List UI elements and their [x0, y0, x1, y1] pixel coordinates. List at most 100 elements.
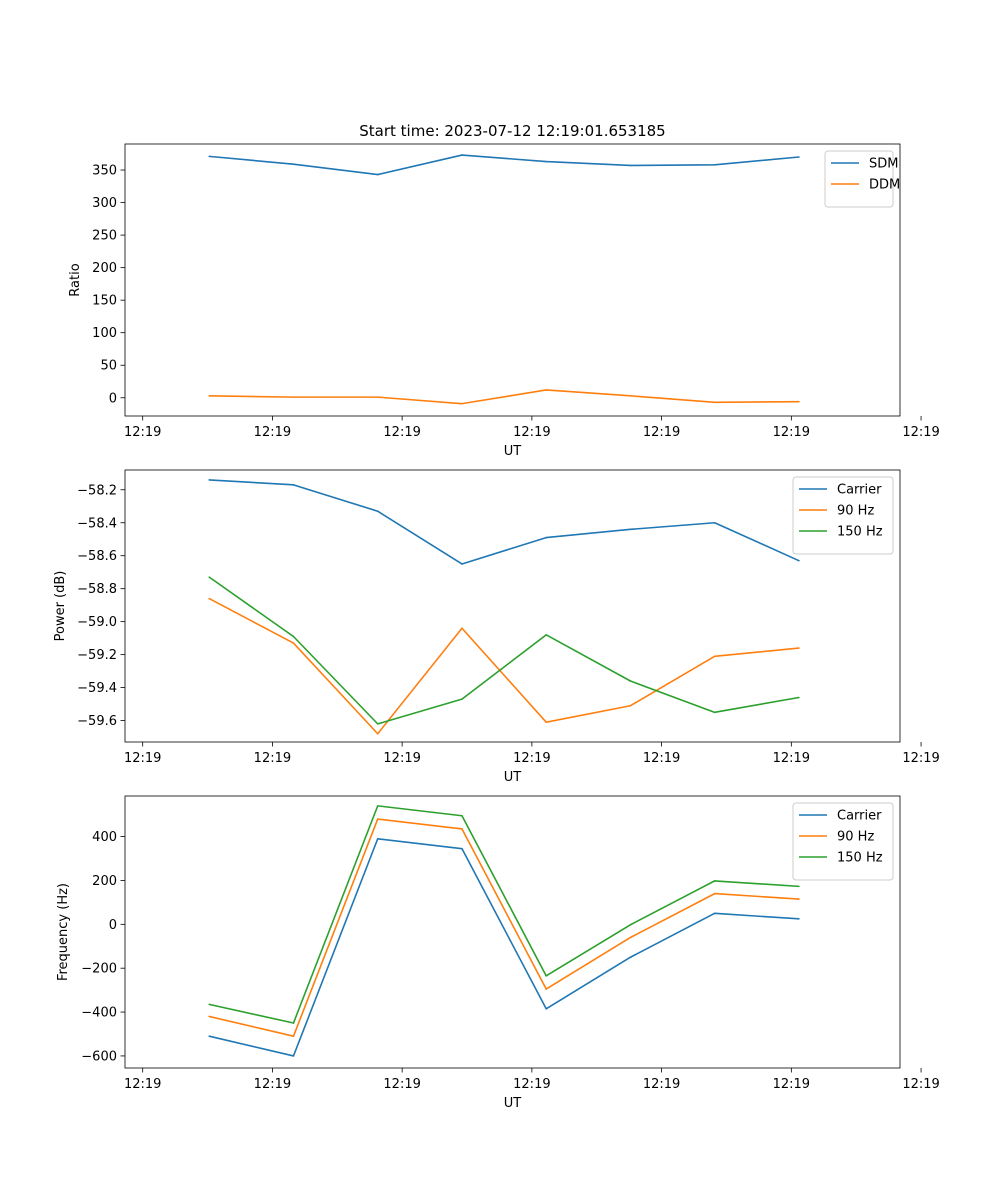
- x-tick-label: 12:19: [124, 751, 161, 766]
- y-tick-label: 300: [92, 196, 117, 211]
- axes-frame: [124, 469, 901, 743]
- y-tick-label: 350: [92, 164, 117, 179]
- data-point-150-hz: [798, 696, 800, 699]
- data-point-90-hz: [713, 892, 716, 895]
- series-line-ddm: [209, 389, 799, 405]
- data-point-90-hz: [713, 655, 716, 658]
- axes-frame: [124, 795, 901, 1069]
- data-point-150-hz: [798, 885, 800, 888]
- y-tick-label: −200: [81, 962, 117, 977]
- y-tick-label: −58.8: [77, 582, 117, 597]
- data-point-150-hz: [292, 635, 295, 638]
- data-point-150-hz: [545, 634, 547, 636]
- y-tick-label: −58.4: [77, 516, 117, 531]
- figure-title: Start time: 2023-07-12 12:19:01.653185: [359, 122, 665, 140]
- legend-label-90-hz: 90 Hz: [837, 504, 874, 519]
- data-point-150-hz: [545, 975, 547, 977]
- x-axis-label: UT: [504, 1096, 522, 1111]
- power-subplot: 12:19 12:19 12:19 12:19 12:19 12:19 12:19 −59.6…: [53, 469, 940, 785]
- data-point-carrier: [376, 510, 379, 513]
- data-point-sdm: [798, 156, 800, 158]
- data-point-90-hz: [629, 704, 632, 707]
- data-point-90-hz: [292, 1035, 295, 1037]
- legend-label-150-hz: 150 Hz: [837, 525, 883, 540]
- series-line-90-hz: [209, 818, 799, 1037]
- x-tick-label: 12:19: [383, 751, 420, 766]
- x-axis-label: UT: [504, 770, 522, 785]
- series-line-150-hz: [209, 805, 799, 1024]
- data-point-150-hz: [629, 680, 632, 682]
- y-tick-label: −400: [81, 1006, 117, 1021]
- data-point-ddm: [461, 402, 463, 405]
- data-point-150-hz: [208, 1003, 211, 1006]
- data-point-carrier: [798, 559, 800, 562]
- y-tick-label: −58.6: [77, 549, 117, 564]
- x-tick-label: 12:19: [513, 1077, 550, 1092]
- x-tick-label: 12:19: [124, 1077, 161, 1092]
- data-point-sdm: [461, 154, 463, 156]
- data-point-ddm: [629, 395, 632, 397]
- y-tick-label: −59.6: [77, 714, 117, 729]
- data-point-carrier: [376, 837, 379, 840]
- data-point-90-hz: [545, 988, 547, 990]
- y-axis-label: Ratio: [68, 263, 83, 296]
- y-tick-label: −59.4: [77, 681, 117, 696]
- data-point-90-hz: [461, 627, 463, 630]
- data-point-carrier: [629, 528, 632, 531]
- ratio-subplot: 12:19 12:19 12:19 12:19 12:19 12:19 12:19 0 50 10…: [68, 143, 940, 459]
- data-point-ddm: [292, 396, 295, 398]
- series-line-carrier: [209, 479, 800, 565]
- series-line-carrier: [209, 837, 799, 1057]
- legend-label-150-hz: 150 Hz: [837, 851, 883, 866]
- data-point-sdm: [545, 160, 547, 163]
- x-axis-label: UT: [504, 444, 522, 459]
- y-tick-label: 100: [92, 326, 117, 341]
- frequency-subplot: 12:19 12:19 12:19 12:19 12:19 12:19 12:19 −600 −…: [56, 795, 940, 1111]
- y-tick-label: 50: [100, 359, 117, 374]
- y-tick-label: 150: [92, 294, 117, 309]
- data-point-ddm: [376, 396, 379, 398]
- legend: Carrier 90 Hz 150 Hz: [792, 476, 894, 555]
- y-tick-label: −58.2: [77, 483, 117, 498]
- data-point-carrier: [798, 918, 800, 920]
- data-point-sdm: [629, 164, 632, 167]
- data-point-150-hz: [292, 1022, 295, 1024]
- data-point-carrier: [713, 912, 716, 915]
- y-tick-label: 0: [109, 391, 117, 406]
- data-point-carrier: [461, 847, 463, 850]
- data-point-90-hz: [461, 828, 463, 830]
- data-point-90-hz: [798, 647, 800, 649]
- y-tick-label: −59.0: [77, 615, 117, 630]
- data-point-150-hz: [461, 698, 463, 700]
- x-tick-label: 12:19: [513, 425, 550, 440]
- data-point-90-hz: [798, 898, 800, 900]
- axes-frame: [124, 143, 901, 417]
- series-line-150-hz: [208, 576, 800, 725]
- data-point-sdm: [376, 173, 379, 176]
- legend-frame: [792, 802, 894, 881]
- y-tick-label: 200: [92, 261, 117, 276]
- x-tick-label: 12:19: [383, 1077, 420, 1092]
- data-point-carrier: [713, 521, 716, 524]
- data-point-90-hz: [376, 732, 379, 735]
- data-point-carrier: [461, 563, 463, 565]
- data-point-ddm: [208, 395, 211, 397]
- data-point-90-hz: [376, 818, 379, 820]
- legend-frame: [824, 150, 894, 208]
- data-point-150-hz: [461, 814, 463, 817]
- x-tick-label: 12:19: [773, 751, 810, 766]
- x-tick-label: 12:19: [124, 425, 161, 440]
- x-tick-label: 12:19: [643, 425, 680, 440]
- data-point-carrier: [292, 484, 295, 486]
- x-tick-label: 12:19: [643, 1077, 680, 1092]
- data-point-carrier: [208, 479, 211, 481]
- data-point-sdm: [292, 163, 295, 165]
- data-point-ddm: [798, 400, 800, 403]
- x-tick-label: 12:19: [902, 751, 939, 766]
- x-tick-label: 12:19: [254, 751, 291, 766]
- x-tick-label: 12:19: [773, 425, 810, 440]
- legend-label-carrier: Carrier: [837, 809, 882, 824]
- data-point-sdm: [713, 164, 716, 166]
- x-tick-label: 12:19: [773, 1077, 810, 1092]
